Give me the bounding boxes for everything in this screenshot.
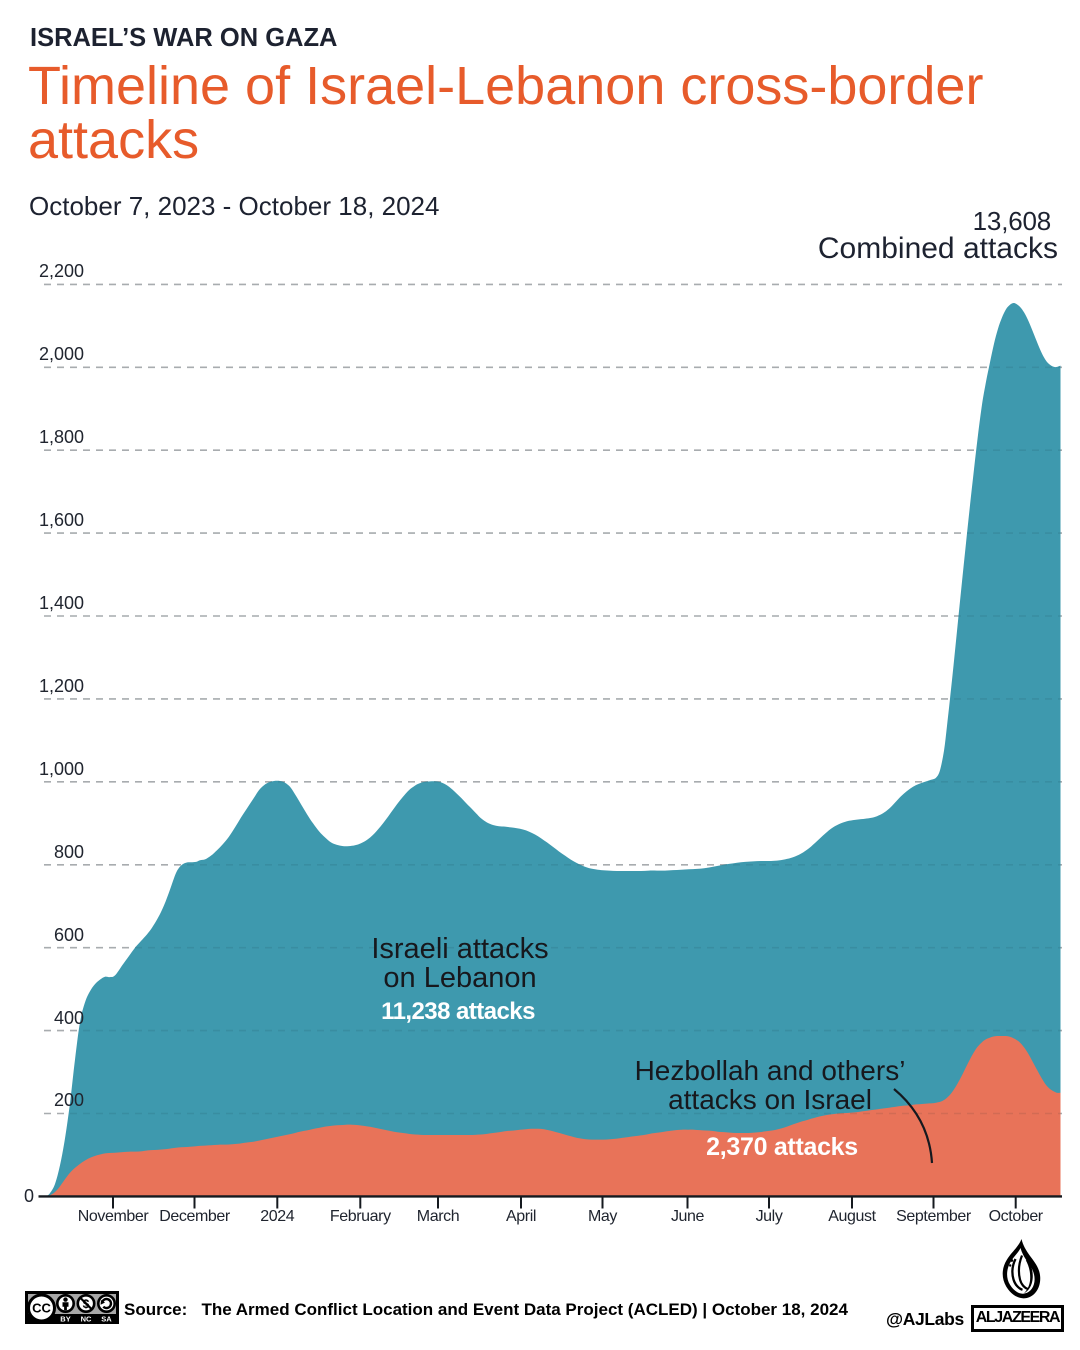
svg-text:SA: SA — [101, 1315, 112, 1324]
svg-text:CC: CC — [32, 1301, 51, 1316]
svg-text:NC: NC — [81, 1315, 92, 1324]
svg-text:BY: BY — [60, 1315, 70, 1324]
